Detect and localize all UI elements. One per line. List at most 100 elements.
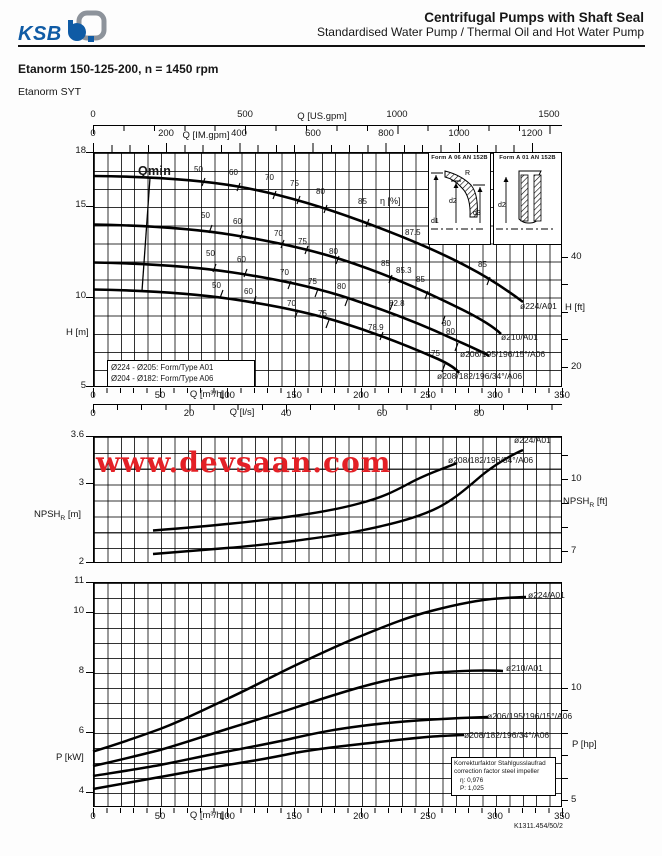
head-ft-tick	[562, 312, 568, 314]
npsh-ltick	[86, 562, 93, 564]
head-y-tick-10: 10	[75, 290, 86, 301]
eff-c4-1: 60	[244, 287, 253, 296]
m3h-top-axis-label: Q [m³/h]	[189, 389, 225, 400]
ls-major-ticks	[93, 405, 555, 413]
head-ft-tick	[562, 284, 568, 286]
npsh-chart-curves	[152, 448, 524, 556]
power-y-tick-8: 8	[78, 665, 84, 676]
eff-c1-5: 85	[358, 197, 367, 206]
m3h-top-tick-7: 350	[554, 390, 570, 401]
eff-c3-0: 50	[206, 249, 215, 258]
correction-eta: η: 0,976	[460, 776, 484, 784]
eff-c2-6: 85.3	[396, 266, 412, 275]
eff-c2-1: 60	[233, 217, 242, 226]
head-ltick	[86, 206, 93, 208]
power-curve-label-224: ø224/A01	[528, 590, 565, 600]
m3h-top-tick-0: 0	[90, 390, 96, 401]
eff-c3-2: 70	[280, 268, 289, 277]
qmin-line	[141, 177, 151, 292]
power-ltick	[86, 582, 93, 584]
power-curve-label-208: ø208/182/196/34°/A06	[464, 730, 550, 740]
npsh-ft-tick	[562, 503, 568, 505]
head-ltick	[86, 386, 93, 388]
power-y-tick-6: 6	[78, 725, 84, 736]
head-ft-tick	[562, 339, 568, 341]
eta-unit-label: η [%]	[380, 196, 401, 206]
head-chart-curves	[92, 174, 524, 374]
power-ltick	[86, 672, 93, 674]
imgpm-tick-3: 600	[305, 128, 321, 139]
head-y-tick-18: 18	[75, 145, 86, 156]
document-title-block: Centrifugal Pumps with Shaft Seal Standa…	[317, 10, 644, 39]
head-ft-tick	[562, 257, 568, 259]
power-curve-label-206: ø206/195/196/15°/A06	[487, 711, 573, 721]
ls-axis-label: Q [l/s]	[229, 407, 255, 418]
m3h-bottom-tick-6: 300	[487, 811, 503, 822]
usgpm-axis-label: Q [US.gpm]	[297, 111, 347, 122]
usgpm-tick-3: 1500	[538, 109, 560, 120]
document-title: Centrifugal Pumps with Shaft Seal	[424, 10, 644, 25]
inset-a01-d2-label: d2	[498, 202, 506, 209]
npsh-ft-tick	[562, 455, 568, 457]
eff-c4-2: 70	[287, 299, 296, 308]
eff-c2-8: 80	[442, 319, 451, 328]
head-ft-tick-20: 20	[571, 361, 582, 372]
imgpm-tick-1: 200	[158, 128, 174, 139]
power-hp-tick-10: 10	[571, 682, 582, 693]
imgpm-tick-2: 400	[231, 128, 247, 139]
m3h-bottom-major-ticks	[93, 808, 563, 817]
m3h-top-tick-6: 300	[487, 390, 503, 401]
head-ltick	[86, 152, 93, 154]
power-y-tick-11: 11	[74, 575, 84, 586]
impeller-type-legend: Ø224 - Ø205: Form/Type A01 Ø204 - Ø182: …	[107, 360, 255, 387]
head-curve-label-224: ø224/A01	[520, 301, 557, 311]
pump-title: Etanorm 150-125-200, n = 1450 rpm	[18, 62, 219, 76]
eff-c1-0: 50	[194, 165, 203, 174]
power-hp-tick	[562, 688, 568, 690]
m3h-bottom-tick-5: 250	[420, 811, 436, 822]
npsh-curve-label-208: ø208/182/196/34°/A06	[448, 455, 534, 465]
eff-c2-2: 70	[274, 229, 283, 238]
npsh-y-tick-36: 3.6	[70, 429, 84, 440]
head-y-tick-5: 5	[80, 380, 86, 391]
eff-c1-2: 70	[265, 173, 274, 182]
eff-c2-0: 50	[201, 211, 210, 220]
correction-factor-box: Korrekturfaktor Stahlgusslaufrad correct…	[451, 757, 556, 797]
power-hp-tick	[562, 800, 568, 802]
m3h-bottom-tick-1: 50	[154, 811, 166, 822]
eff-c4-0: 50	[212, 281, 221, 290]
power-hp-tick-5: 5	[571, 794, 577, 805]
npsh-ltick	[86, 436, 93, 438]
power-ltick	[86, 612, 93, 614]
ksb-logo: KSB	[18, 10, 108, 46]
head-curve-label-206: ø206/195/196/15°/A06	[460, 349, 546, 359]
eff-c4-3: 75	[318, 309, 327, 318]
eff-c3-5: 82.8	[389, 299, 405, 308]
head-ft-tick-40: 40	[571, 251, 582, 262]
m3h-bottom-tick-0: 0	[90, 811, 96, 822]
watermark: www.devsaan.com	[96, 446, 392, 479]
head-ltick	[86, 297, 93, 299]
imgpm-tick-5: 1000	[448, 128, 470, 139]
legend-line-2: Ø204 - Ø182: Form/Type A06	[111, 374, 214, 384]
head-y-tick-15: 15	[75, 199, 86, 210]
npsh-ft-tick	[562, 527, 568, 529]
eff-c3-4: 80	[337, 282, 346, 291]
head-curve-label-210: ø210/A01	[501, 332, 538, 342]
power-hp-tick	[562, 778, 568, 780]
correction-p: P: 1,025	[460, 784, 484, 792]
npsh-ft-axis-label: NPSHR [ft]	[563, 496, 608, 509]
npsh-ft-tick	[562, 479, 568, 481]
pump-model: Etanorm SYT	[18, 86, 82, 98]
imgpm-axis-label: Q [IM.gpm]	[182, 130, 230, 141]
eff-c2-7: 85	[416, 275, 425, 284]
usgpm-axis-line	[93, 125, 562, 126]
eff-c3-3: 75	[308, 277, 317, 286]
eff-c4-5: 75	[431, 349, 440, 358]
document-number: K1311.454/50/2	[514, 823, 563, 830]
npsh-ft-tick-7: 7	[571, 545, 577, 556]
eff-c2-4: 80	[329, 247, 338, 256]
ls-tick-0: 0	[90, 408, 96, 419]
ls-tick-2: 40	[280, 408, 292, 419]
eff-c1-7: 85	[478, 260, 487, 269]
